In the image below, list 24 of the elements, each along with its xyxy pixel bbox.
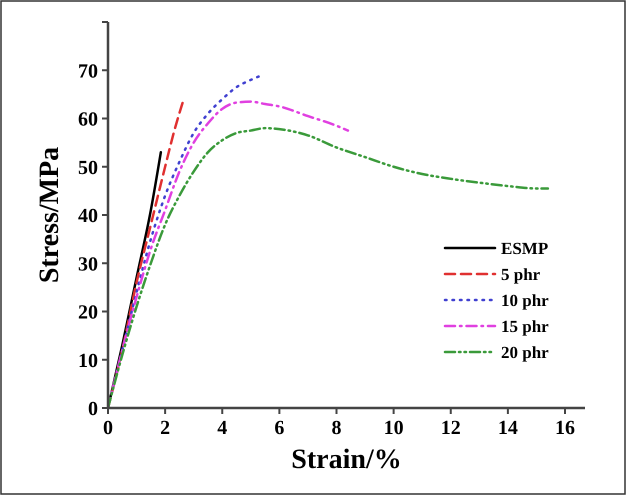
x-tick-label: 0	[103, 417, 113, 439]
legend-label: 15 phr	[501, 317, 550, 336]
x-tick-label: 12	[440, 417, 461, 439]
y-tick-label: 40	[78, 205, 98, 227]
legend-label: ESMP	[501, 239, 548, 258]
x-tick-label: 16	[555, 417, 576, 439]
y-tick-label: 30	[78, 253, 98, 276]
y-tick-label: 20	[78, 302, 98, 324]
legend-label: 5 phr	[501, 265, 541, 284]
y-tick-label: 0	[88, 398, 98, 420]
legend-label: 20 phr	[501, 343, 550, 362]
y-axis-title: Stress/MPa	[34, 146, 65, 284]
x-tick-label: 10	[384, 417, 404, 439]
legend-label: 10 phr	[501, 291, 550, 310]
y-tick-label: 60	[78, 108, 98, 130]
x-axis-title: Strain/%	[291, 444, 402, 475]
x-tick-label: 14	[498, 417, 518, 439]
x-tick-label: 8	[332, 417, 342, 439]
x-tick-label: 2	[160, 417, 170, 439]
x-tick-label: 4	[217, 417, 228, 439]
y-tick-label: 70	[78, 60, 98, 82]
x-tick-label: 6	[274, 417, 284, 439]
y-tick-label: 50	[78, 156, 98, 179]
y-tick-label: 10	[78, 350, 98, 372]
